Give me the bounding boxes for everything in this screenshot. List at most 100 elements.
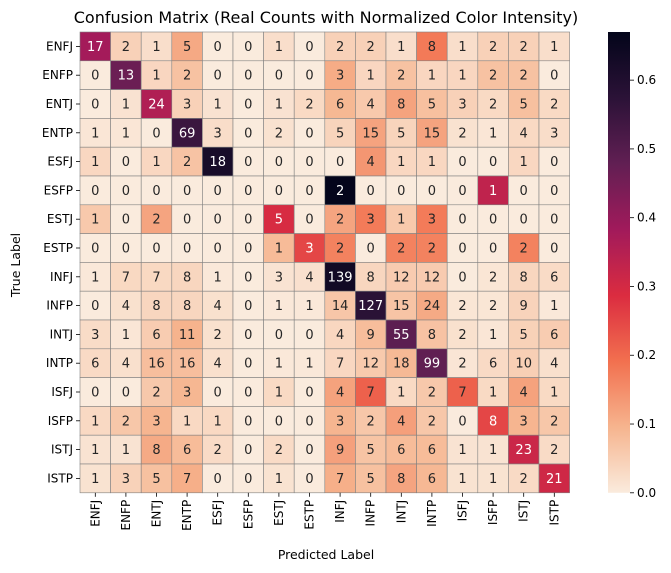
cell-value-label: 5 bbox=[367, 472, 375, 487]
heatmap-cell bbox=[416, 233, 448, 263]
cell-value-label: 0 bbox=[489, 155, 497, 170]
heatmap-cell bbox=[202, 463, 234, 494]
cell-value-label: 3 bbox=[305, 242, 313, 257]
cell-value-label: 5 bbox=[336, 126, 344, 141]
heatmap-cell bbox=[202, 377, 234, 407]
heatmap-cell bbox=[508, 175, 540, 206]
cell-value-label: 7 bbox=[367, 386, 375, 401]
heatmap-cell bbox=[232, 60, 264, 90]
cell-value-label: 2 bbox=[336, 40, 344, 55]
heatmap-cell bbox=[293, 406, 326, 436]
cell-value-label: 1 bbox=[458, 69, 466, 84]
cell-value-label: 16 bbox=[148, 357, 165, 372]
heatmap-cell bbox=[416, 290, 448, 321]
cell-value-label: 0 bbox=[275, 155, 283, 170]
heatmap-cell bbox=[140, 175, 173, 206]
heatmap-cell bbox=[171, 204, 203, 234]
cell-value-label: 2 bbox=[520, 40, 528, 55]
heatmap-cell bbox=[202, 348, 234, 378]
cell-value-label: 1 bbox=[428, 69, 436, 84]
heatmap-cell bbox=[110, 31, 142, 62]
cell-value-label: 1 bbox=[520, 155, 528, 170]
cell-value-label: 0 bbox=[458, 184, 466, 199]
heatmap-cell bbox=[140, 348, 173, 378]
cell-value-label: 2 bbox=[428, 242, 436, 257]
heatmap-cell bbox=[508, 262, 540, 292]
cell-value-label: 0 bbox=[550, 213, 558, 228]
cell-value-label: 8 bbox=[520, 270, 528, 285]
cell-value-label: 0 bbox=[550, 69, 558, 84]
heatmap-cell bbox=[508, 348, 540, 378]
cell-value-label: 0 bbox=[244, 184, 252, 199]
heatmap-cell bbox=[508, 233, 540, 263]
cell-value-label: 0 bbox=[91, 98, 99, 113]
cell-value-label: 2 bbox=[275, 443, 283, 458]
heatmap-cell bbox=[355, 31, 387, 62]
cell-value-label: 1 bbox=[458, 472, 466, 487]
cell-value-label: 1 bbox=[489, 328, 497, 343]
x-tick-label: ISFJ bbox=[456, 500, 470, 522]
cell-value-label: 24 bbox=[148, 98, 165, 113]
cell-value-label: 0 bbox=[275, 69, 283, 84]
heatmap-cell bbox=[385, 406, 417, 436]
cell-value-label: 0 bbox=[458, 155, 466, 170]
heatmap-cell bbox=[79, 290, 111, 321]
heatmap-cell bbox=[202, 146, 234, 177]
cell-value-label: 1 bbox=[122, 328, 130, 343]
cell-value-label: 12 bbox=[393, 270, 410, 285]
heatmap-cell bbox=[171, 175, 203, 206]
heatmap-cell bbox=[232, 406, 264, 436]
cell-value-label: 1 bbox=[91, 126, 99, 141]
heatmap-cell bbox=[293, 89, 326, 119]
heatmap-cell bbox=[79, 204, 111, 234]
cell-value-label: 6 bbox=[550, 270, 558, 285]
heatmap-cell bbox=[416, 348, 448, 378]
heatmap-cell bbox=[293, 118, 326, 148]
cell-value-label: 3 bbox=[520, 414, 528, 429]
y-tick-label: ENTP bbox=[42, 126, 73, 140]
heatmap-cell bbox=[416, 204, 448, 234]
cell-value-label: 1 bbox=[214, 414, 222, 429]
cell-value-label: 0 bbox=[183, 184, 191, 199]
cell-value-label: 1 bbox=[397, 40, 405, 55]
heatmap-cell bbox=[538, 463, 570, 494]
cell-value-label: 0 bbox=[489, 213, 497, 228]
heatmap-cell bbox=[477, 146, 509, 177]
cell-value-label: 2 bbox=[367, 40, 375, 55]
cell-value-label: 5 bbox=[520, 328, 528, 343]
y-axis-label: True Label bbox=[8, 233, 23, 298]
heatmap-cell bbox=[538, 89, 570, 119]
cell-value-label: 21 bbox=[546, 472, 563, 487]
heatmap-cell bbox=[110, 406, 142, 436]
cell-value-label: 7 bbox=[152, 270, 160, 285]
cell-value-label: 3 bbox=[428, 213, 436, 228]
heatmap-cell bbox=[355, 434, 387, 465]
colorbar-tick-label: 0.1 bbox=[637, 417, 656, 431]
heatmap-cell bbox=[110, 175, 142, 206]
heatmap-cell bbox=[202, 118, 234, 148]
heatmap-cell bbox=[263, 118, 295, 148]
heatmap-cell bbox=[232, 319, 264, 350]
heatmap-cell bbox=[293, 290, 326, 321]
cell-value-label: 12 bbox=[362, 357, 379, 372]
heatmap-cell bbox=[140, 60, 173, 90]
heatmap-cells bbox=[79, 31, 570, 494]
cell-value-label: 9 bbox=[367, 328, 375, 343]
cell-value-label: 1 bbox=[275, 299, 283, 314]
cell-value-label: 2 bbox=[489, 98, 497, 113]
cell-value-label: 1 bbox=[458, 443, 466, 458]
cell-value-label: 6 bbox=[152, 328, 160, 343]
cell-value-label: 6 bbox=[550, 328, 558, 343]
heatmap-cell bbox=[538, 348, 570, 378]
heatmap-cell bbox=[538, 118, 570, 148]
cell-value-label: 2 bbox=[367, 414, 375, 429]
heatmap-cell bbox=[538, 406, 570, 436]
cell-value-label: 0 bbox=[244, 472, 252, 487]
cell-value-label: 2 bbox=[550, 414, 558, 429]
heatmap-cell bbox=[538, 233, 570, 263]
heatmap-cell bbox=[538, 31, 570, 62]
heatmap-cell bbox=[232, 434, 264, 465]
heatmap-cell bbox=[263, 463, 295, 494]
cell-value-label: 2 bbox=[458, 299, 466, 314]
